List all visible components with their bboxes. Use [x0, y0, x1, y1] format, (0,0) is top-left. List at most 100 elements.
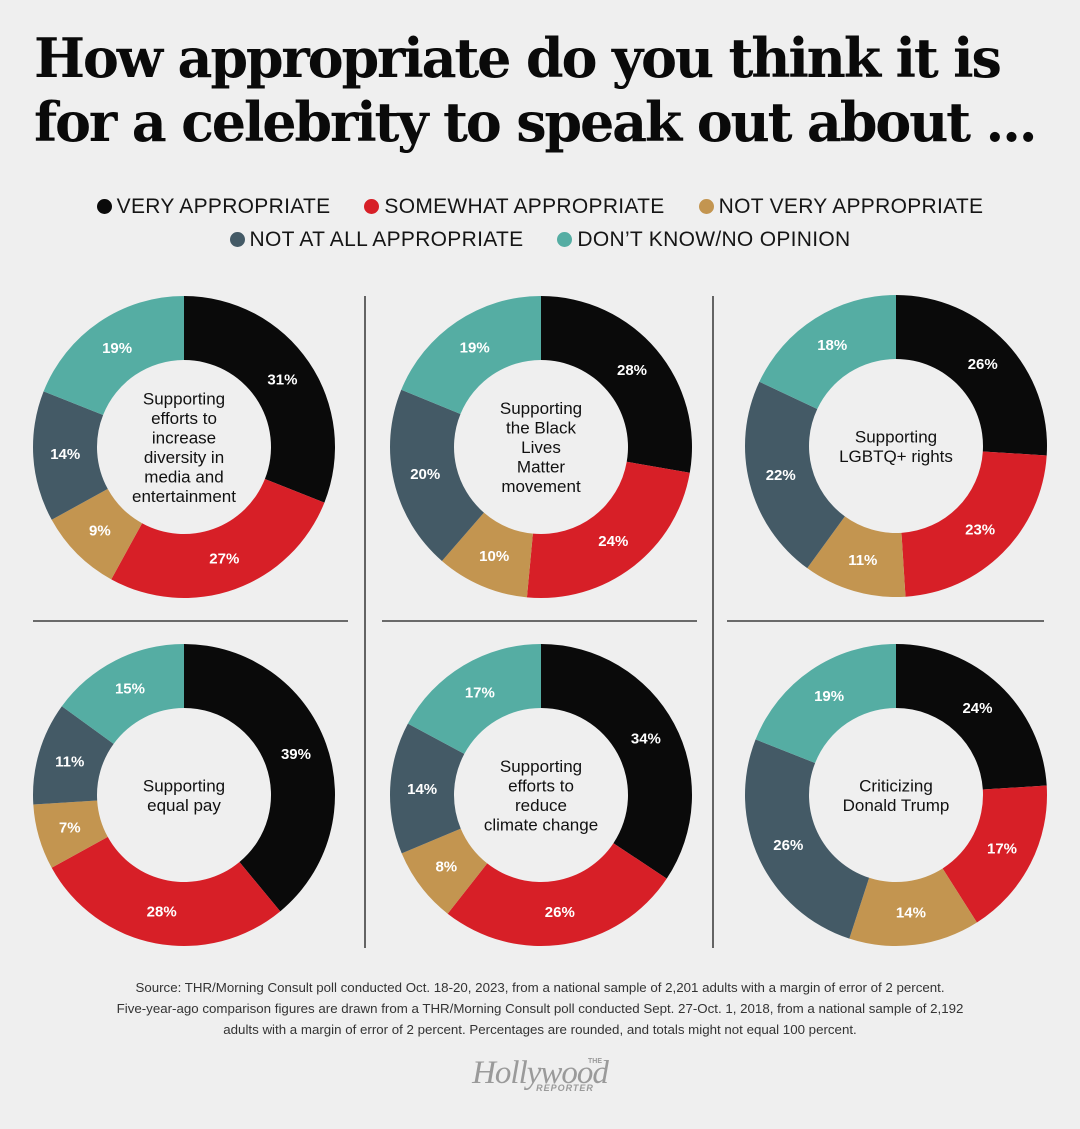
slice-dont-know: [759, 295, 896, 409]
slice-somewhat-appropriate: [901, 451, 1047, 597]
slice-label-somewhat-appropriate: 24%: [598, 533, 628, 550]
slice-not-very-appropriate: [401, 828, 488, 914]
donut-center-title: Supporting the Black Lives Matter movement: [500, 399, 582, 496]
slice-label-not-very-appropriate: 9%: [89, 523, 111, 540]
slice-not-very-appropriate: [849, 868, 977, 946]
donuts: 31%27%9%14%19%Supporting efforts to increa…: [33, 295, 1048, 947]
center-title-line: efforts to: [508, 776, 574, 795]
center-title-line: Supporting: [855, 427, 937, 446]
legend-item-somewhat-appropriate: SOMEWHAT APPROPRIATE: [364, 195, 664, 219]
donut-chart-5: 34% 26% 8% 14% 17% Supporting efforts to reduce…: [390, 644, 692, 946]
center-title-line: equal pay: [147, 795, 221, 814]
slice-not-at-all-appropriate: [389, 389, 484, 561]
slice-label-very-appropriate: 24%: [962, 700, 992, 717]
center-title-line: Supporting: [500, 399, 582, 418]
slice-label-not-at-all-appropriate: 14%: [50, 446, 80, 463]
legend-row-1: VERY APPROPRIATE SOMEWHAT APPROPRIATE NO…: [0, 190, 1080, 223]
slice-somewhat-appropriate: [447, 843, 667, 946]
slice-not-at-all-appropriate: [33, 391, 108, 520]
center-title-line: Matter: [517, 457, 566, 476]
center-title-line: media and: [144, 467, 223, 486]
slice-very-appropriate: [896, 295, 1047, 456]
legend-label: NOT VERY APPROPRIATE: [718, 194, 984, 218]
legend-dot-icon: [229, 232, 245, 247]
grid-dividers: [33, 296, 1044, 948]
slice-label-dont-know: 15%: [115, 680, 145, 697]
slice-very-appropriate: [184, 296, 336, 503]
slice-somewhat-appropriate: [51, 836, 281, 947]
slice-label-not-very-appropriate: 10%: [479, 548, 509, 565]
logo-main: Hollywood: [472, 1055, 609, 1091]
source-line-2: Five-year-ago comparison figures are dra…: [116, 1001, 964, 1016]
logo-sub: REPORTER: [536, 1083, 594, 1093]
slice-not-very-appropriate: [51, 488, 143, 580]
legend-label: SOMEWHAT APPROPRIATE: [384, 194, 665, 218]
legend-dot-icon: [96, 199, 112, 214]
legend-dot-icon: [698, 199, 714, 214]
slice-very-appropriate: [541, 644, 692, 879]
slice-label-dont-know: 18%: [817, 337, 847, 354]
center-title-line: movement: [501, 477, 581, 496]
center-title-line: Supporting: [143, 776, 225, 795]
slice-label-not-at-all-appropriate: 14%: [407, 781, 437, 798]
legend-dot-icon: [557, 232, 573, 247]
legend-item-not-very-appropriate: NOT VERY APPROPRIATE: [698, 194, 984, 219]
donut-center-title: Supporting LGBTQ+ rights: [839, 427, 953, 466]
slice-label-somewhat-appropriate: 17%: [987, 841, 1017, 858]
slice-very-appropriate: [184, 644, 336, 912]
slice-label-not-at-all-appropriate: 11%: [55, 753, 84, 770]
slice-label-somewhat-appropriate: 26%: [545, 904, 575, 921]
donut-chart-1: 31% 27% 9% 14% 19% Supporting efforts to increa…: [33, 296, 336, 599]
center-title-line: Supporting: [500, 756, 582, 775]
slice-label-dont-know: 17%: [465, 684, 495, 701]
hollywood-reporter-logo: THE Hollywood REPORTER: [0, 1055, 1080, 1093]
slice-dont-know: [407, 644, 541, 754]
center-title-line: entertainment: [132, 486, 236, 505]
slice-not-very-appropriate: [807, 516, 906, 597]
slice-not-very-appropriate: [33, 800, 108, 868]
legend-label: VERY APPROPRIATE: [116, 194, 331, 218]
center-title-line: increase: [152, 428, 216, 447]
donut-chart-3: 26% 23% 11% 22% 18% Supporting LGBTQ+ rights: [745, 295, 1047, 597]
legend-label: NOT AT ALL APPROPRIATE: [249, 227, 524, 251]
donut-chart-6: 24% 17% 14% 26% 19% Criticizing Donald Trump: [744, 644, 1048, 946]
legend-label: DON’T KNOW/NO OPINION: [577, 227, 851, 251]
slice-label-very-appropriate: 34%: [631, 730, 661, 747]
slice-label-not-at-all-appropriate: 22%: [766, 467, 796, 484]
slice-label-very-appropriate: 26%: [968, 356, 998, 373]
slice-dont-know: [43, 296, 184, 415]
slice-label-somewhat-appropriate: 28%: [147, 903, 177, 920]
legend-item-dont-know: DON’T KNOW/NO OPINION: [557, 228, 850, 252]
slice-dont-know: [401, 296, 541, 415]
source-line-1: Source: THR/Morning Consult poll conduct…: [135, 980, 945, 995]
donut-chart-2: 28% 24% 10% 20% 19% Supporting the Black Lives M…: [389, 296, 692, 599]
center-title-line: Supporting: [143, 389, 225, 408]
donut-center-title: Supporting efforts to increase diversity in…: [132, 389, 236, 506]
slice-not-at-all-appropriate: [745, 381, 845, 569]
slice-label-not-at-all-appropriate: 26%: [773, 837, 803, 854]
legend: VERY APPROPRIATE SOMEWHAT APPROPRIATE NO…: [0, 190, 1080, 256]
logo-the: THE: [588, 1058, 602, 1065]
slice-not-at-all-appropriate: [390, 723, 465, 854]
center-title-line: the Black: [506, 418, 576, 437]
source-line-3: adults with a margin of error of 2 perce…: [223, 1022, 857, 1037]
donut-center-title: Criticizing Donald Trump: [843, 776, 950, 815]
slice-label-somewhat-appropriate: 23%: [965, 522, 995, 539]
center-title-line: diversity in: [144, 447, 224, 466]
slice-label-not-very-appropriate: 11%: [848, 552, 877, 569]
slice-label-not-very-appropriate: 14%: [896, 905, 926, 922]
slice-label-not-very-appropriate: 8%: [435, 859, 457, 876]
slice-somewhat-appropriate: [942, 785, 1048, 923]
slice-label-not-very-appropriate: 7%: [59, 820, 81, 837]
center-title-line: reduce: [515, 795, 567, 814]
legend-row-2: NOT AT ALL APPROPRIATE DON’T KNOW/NO OPI…: [0, 223, 1080, 256]
page-title: How appropriate do you think it is for a…: [34, 26, 1038, 154]
slice-label-dont-know: 19%: [460, 340, 490, 357]
slice-not-very-appropriate: [441, 512, 533, 598]
donut-center-title: Supporting efforts to reduce climate change: [484, 756, 598, 834]
slice-very-appropriate: [896, 644, 1047, 790]
legend-item-not-at-all-appropriate: NOT AT ALL APPROPRIATE: [229, 227, 524, 252]
slice-label-very-appropriate: 39%: [281, 746, 311, 763]
donut-chart-4: 39% 28% 7% 11% 15% Supporting equal pay: [33, 644, 336, 947]
